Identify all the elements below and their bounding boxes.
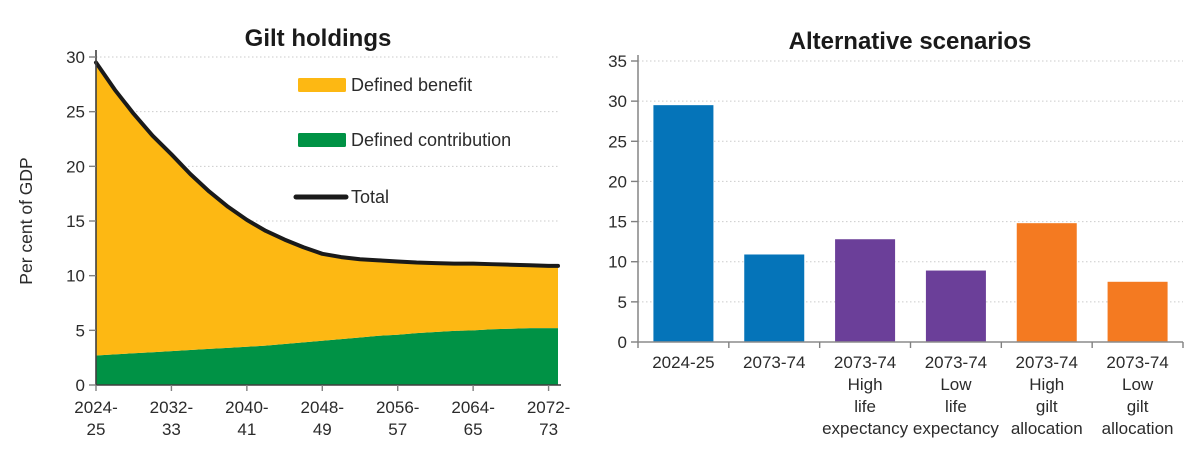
legend-label-total: Total [351,187,389,207]
x-category-label: 2073-74 [925,353,987,372]
x-category-label: Low [1122,375,1154,394]
gilt-holdings-figure: 0 5 10 15 20 25 30 2024- 25 2032- 33 2040- 41 2048- 49… [16,25,570,439]
y-tick-label: 0 [76,376,85,395]
gilt-holdings-chart: 0 5 10 15 20 25 30 2024- 25 2032- 33 2040- 41 2048- 49… [16,25,570,439]
x-tick-label: 41 [237,420,256,439]
bar-2073-74-low-gilt-allocation [1107,281,1168,342]
legend-label-defined-benefit: Defined benefit [351,75,472,95]
x-category-label: 2024-25 [652,353,714,372]
x-category-label: 2073-74 [743,353,805,372]
y-tick-label: 35 [608,52,627,71]
alternative-scenarios-figure: 0 5 10 15 20 25 30 35 2024-25 2073-74 2073-74 High l… [600,0,1200,459]
x-category-label: High [848,375,883,394]
x-category-label: expectancy [822,419,908,438]
y-tick-label: 5 [618,293,627,312]
y-axis-title: Per cent of GDP [16,157,36,284]
y-tick-label: 10 [66,267,85,286]
x-tick-label: 73 [539,420,558,439]
bar-2073-74-low-life-expectancy [925,270,986,342]
x-category-label: 2073-74 [834,353,896,372]
chart-title: Alternative scenarios [789,28,1032,55]
legend-label-defined-contribution: Defined contribution [351,130,511,150]
x-tick-label: 25 [87,420,106,439]
x-category-label: expectancy [913,419,999,438]
x-tick-label: 2064- [451,398,494,417]
x-category-label: life [945,397,967,416]
x-tick-label: 2040- [225,398,268,417]
x-category-label: Low [940,375,972,394]
x-category-label: 2073-74 [1016,353,1078,372]
bar-2073-74-high-gilt-allocation [1016,223,1077,342]
legend-swatch-defined-contribution [298,133,346,147]
alternative-scenarios-chart: 0 5 10 15 20 25 30 35 2024-25 2073-74 2073-74 High l… [608,28,1184,438]
x-category-label: High [1029,375,1064,394]
chart-title: Gilt holdings [245,25,392,52]
x-tick-label: 2048- [301,398,344,417]
y-tick-label: 0 [618,333,627,352]
x-tick-label: 2072- [527,398,570,417]
bar-2073-74 [744,254,805,342]
y-tick-label: 20 [608,172,627,191]
x-category-label: gilt [1036,397,1058,416]
bar-2024-25 [653,105,714,343]
legend-swatch-defined-benefit [298,78,346,92]
x-category-label: life [854,397,876,416]
x-category-label: allocation [1011,419,1083,438]
x-tick-label: 65 [464,420,483,439]
x-tick-label: 2024- [74,398,117,417]
x-tick-label: 57 [388,420,407,439]
y-tick-label: 30 [608,92,627,111]
area-defined-contribution [96,328,558,385]
bar-2073-74-high-life-expectancy [835,239,896,342]
x-category-label: allocation [1102,419,1174,438]
x-tick-label: 2032- [150,398,193,417]
y-tick-label: 30 [66,48,85,67]
x-tick-label: 33 [162,420,181,439]
y-tick-label: 5 [76,321,85,340]
x-tick-label: 2056- [376,398,419,417]
y-tick-label: 15 [66,212,85,231]
x-tick-label: 49 [313,420,332,439]
y-tick-label: 25 [608,132,627,151]
y-tick-label: 20 [66,157,85,176]
x-category-label: gilt [1127,397,1149,416]
area-defined-benefit [96,62,558,356]
y-tick-label: 15 [608,213,627,232]
y-tick-label: 25 [66,103,85,122]
total-line [94,60,560,268]
x-category-label: 2073-74 [1106,353,1168,372]
y-tick-label: 10 [608,253,627,272]
